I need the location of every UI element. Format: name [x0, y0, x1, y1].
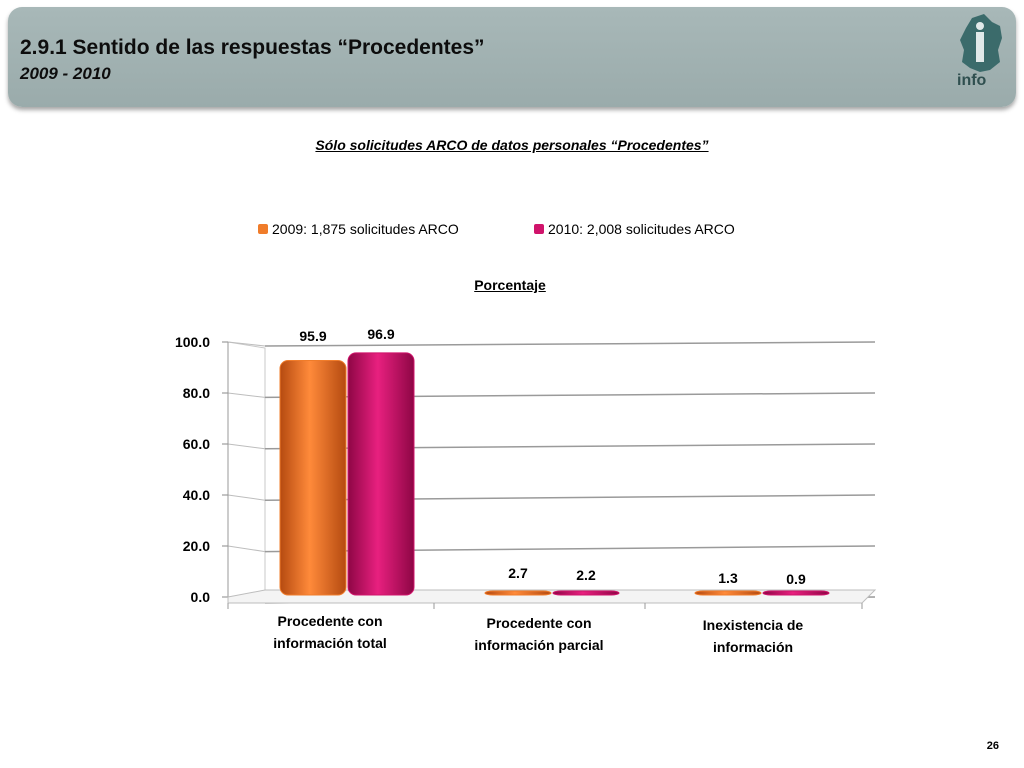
header-banner [8, 7, 1016, 107]
gridline-side [227, 545, 266, 553]
legend-swatch-2010 [534, 224, 544, 234]
y-tick-label: 80.0 [183, 385, 210, 401]
data-label: 2.2 [576, 567, 596, 583]
data-label: 2.7 [508, 565, 528, 581]
x-category-label: información [713, 639, 793, 655]
side-wall [227, 341, 266, 598]
y-tick-label: 100.0 [175, 334, 210, 350]
gridline [264, 341, 876, 347]
x-category-label: Inexistencia de [703, 617, 804, 633]
bar-2010 [347, 352, 415, 596]
x-category-label: información total [273, 635, 387, 651]
y-tick-label: 20.0 [183, 538, 210, 554]
gridline-side [227, 443, 266, 450]
y-tick-label: 40.0 [183, 487, 210, 503]
data-label: 96.9 [367, 326, 394, 342]
page-number: 26 [986, 740, 999, 752]
x-category-label: Procedente con [486, 615, 591, 631]
y-tick-label: 60.0 [183, 436, 210, 452]
bar-2010 [762, 590, 830, 596]
page-subtitle: 2009 - 2010 [20, 64, 111, 83]
x-category-label: Procedente con [277, 613, 382, 629]
data-label: 0.9 [786, 571, 806, 587]
logo-text: info [957, 72, 987, 89]
legend-swatch-2009 [258, 224, 268, 234]
gridline-side [227, 494, 266, 501]
legend-label-2009: 2009: 1,875 solicitudes ARCO [272, 221, 459, 237]
infodf-logo [960, 14, 1002, 72]
data-label: 1.3 [718, 570, 738, 586]
bar-2009 [279, 359, 347, 596]
page-title: 2.9.1 Sentido de las respuestas “Procede… [20, 36, 485, 59]
y-axis-label: Porcentaje [474, 277, 546, 293]
bar-2010 [552, 590, 620, 596]
gridline-side [227, 392, 266, 398]
gridline-side [227, 341, 266, 347]
bar-2009 [694, 590, 762, 596]
legend-item-2009: 2009: 1,875 solicitudes ARCO [258, 221, 459, 237]
legend-label-2010: 2010: 2,008 solicitudes ARCO [548, 221, 735, 237]
data-label: 95.9 [299, 328, 326, 344]
chart-title: Sólo solicitudes ARCO de datos personale… [315, 137, 709, 153]
bar-2009 [484, 590, 552, 596]
x-category-label: información parcial [474, 637, 603, 653]
y-tick-label: 0.0 [191, 589, 211, 605]
legend-item-2010: 2010: 2,008 solicitudes ARCO [534, 221, 735, 237]
